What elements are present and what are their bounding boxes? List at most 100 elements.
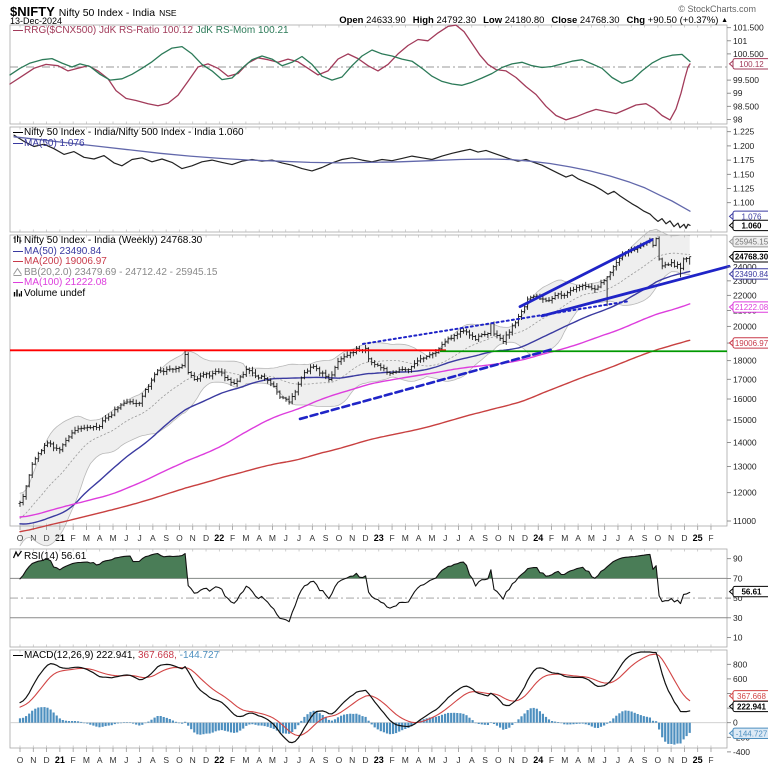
- svg-text:M: M: [402, 533, 409, 543]
- rsi-label: RSI(14) 56.61: [24, 551, 87, 562]
- ma100-line-icon: —: [13, 277, 23, 288]
- macd-legend: — MACD(12,26,9) 222.941, 367.668, -144.72…: [13, 650, 220, 662]
- svg-text:J: J: [603, 533, 607, 543]
- stockcharts-credit: © StockCharts.com: [678, 4, 756, 14]
- svg-text:24000: 24000: [733, 262, 757, 272]
- macd-histogram: [18, 707, 691, 745]
- svg-text:F: F: [230, 533, 235, 543]
- rsi-line: [19, 552, 691, 623]
- ratio-ma-label: MA(50) 1.076: [24, 137, 85, 149]
- svg-text:A: A: [310, 755, 316, 765]
- high-value: 24792.30: [436, 15, 477, 26]
- svg-text:F: F: [389, 533, 394, 543]
- svg-text:F: F: [230, 755, 235, 765]
- svg-text:23490.84: 23490.84: [735, 270, 768, 279]
- chg-value: +90.50 (+0.37%): [647, 15, 719, 26]
- svg-text:600: 600: [733, 674, 747, 684]
- svg-text:N: N: [509, 755, 515, 765]
- svg-text:O: O: [17, 755, 24, 765]
- x-axis-labels-row1: OND21FMAMJJASOND22FMAMJJASOND23FMAMJJASO…: [17, 533, 714, 543]
- svg-text:25945.15: 25945.15: [735, 238, 768, 247]
- svg-text:22000: 22000: [733, 290, 757, 300]
- svg-text:1.225: 1.225: [733, 127, 755, 137]
- svg-text:O: O: [655, 533, 662, 543]
- svg-text:O: O: [17, 533, 24, 543]
- close-value: 24768.30: [579, 15, 620, 26]
- svg-text:13000: 13000: [733, 462, 757, 472]
- svg-text:F: F: [389, 755, 394, 765]
- svg-text:98.500: 98.500: [733, 101, 759, 111]
- svg-text:1.175: 1.175: [733, 155, 755, 165]
- svg-text:S: S: [163, 755, 169, 765]
- svg-text:J: J: [443, 755, 447, 765]
- svg-text:16000: 16000: [733, 394, 757, 404]
- svg-text:24: 24: [533, 755, 543, 765]
- high-label: High: [412, 15, 434, 26]
- svg-text:23: 23: [374, 755, 384, 765]
- svg-text:14000: 14000: [733, 437, 757, 447]
- trendline-solid-2: [518, 238, 654, 309]
- trendline-dotted-1: [362, 300, 629, 345]
- svg-text:M: M: [83, 533, 90, 543]
- svg-text:O: O: [336, 755, 343, 765]
- svg-text:S: S: [482, 755, 488, 765]
- price-bars-icon: [13, 235, 22, 248]
- svg-text:25: 25: [693, 533, 703, 543]
- svg-text:D: D: [203, 533, 209, 543]
- svg-text:99: 99: [733, 88, 743, 98]
- svg-text:D: D: [681, 755, 687, 765]
- svg-text:1.100: 1.100: [733, 198, 755, 208]
- macd-main-line: [19, 651, 691, 744]
- trendline-solid-3: [540, 264, 731, 318]
- svg-text:25: 25: [693, 755, 703, 765]
- svg-text:J: J: [297, 533, 301, 543]
- ma200-overlay-line: [19, 339, 691, 533]
- symbol: $NIFTY: [10, 4, 55, 19]
- bollinger-bands-icon: [13, 267, 22, 280]
- svg-text:J: J: [603, 755, 607, 765]
- svg-text:11000: 11000: [733, 516, 756, 526]
- rsi-legend: RSI(14) 56.61: [12, 550, 87, 563]
- svg-text:O: O: [176, 533, 183, 543]
- macd-label: MACD(12,26,9) 222.941,: [24, 650, 136, 661]
- svg-text:J: J: [616, 755, 620, 765]
- ratio-ma50-line: [13, 136, 691, 212]
- svg-text:D: D: [44, 533, 50, 543]
- svg-text:J: J: [124, 755, 128, 765]
- symbol-name: Nifty 50 Index - India: [58, 7, 156, 19]
- ma50-overlay-line: [19, 270, 691, 525]
- svg-text:A: A: [97, 755, 103, 765]
- svg-text:101: 101: [733, 36, 747, 46]
- svg-text:M: M: [269, 533, 276, 543]
- svg-text:367.668: 367.668: [737, 692, 766, 701]
- svg-text:-144.727: -144.727: [736, 729, 768, 738]
- trendline-dashed-0: [298, 347, 555, 421]
- svg-text:M: M: [109, 533, 116, 543]
- svg-text:J: J: [137, 755, 141, 765]
- svg-text:O: O: [495, 533, 502, 543]
- svg-text:A: A: [416, 755, 422, 765]
- svg-text:22: 22: [214, 755, 224, 765]
- svg-text:A: A: [469, 533, 475, 543]
- rrg-rs-ratio-label: RRG($CNX500) JdK RS-Ratio 100.12: [24, 25, 193, 36]
- rrg-legend: — RRG($CNX500) JdK RS-Ratio 100.12 JdK RS…: [13, 25, 289, 37]
- svg-text:A: A: [628, 755, 634, 765]
- price-ohlc-bars: [18, 236, 692, 507]
- ratio-line: [13, 134, 691, 229]
- svg-text:A: A: [469, 755, 475, 765]
- svg-text:D: D: [522, 533, 528, 543]
- svg-text:70: 70: [733, 573, 743, 583]
- svg-text:O: O: [495, 755, 502, 765]
- svg-text:F: F: [708, 755, 713, 765]
- svg-text:F: F: [549, 755, 554, 765]
- ratio-ma-line-icon: —: [13, 137, 23, 149]
- low-value: 24180.80: [504, 15, 545, 26]
- macd-hist-value: -144.727: [179, 650, 220, 661]
- svg-text:23000: 23000: [733, 276, 757, 286]
- svg-text:22: 22: [214, 533, 224, 543]
- ma200-line-icon: —: [13, 256, 23, 267]
- svg-text:F: F: [549, 533, 554, 543]
- volume-label: Volume undef: [24, 287, 86, 299]
